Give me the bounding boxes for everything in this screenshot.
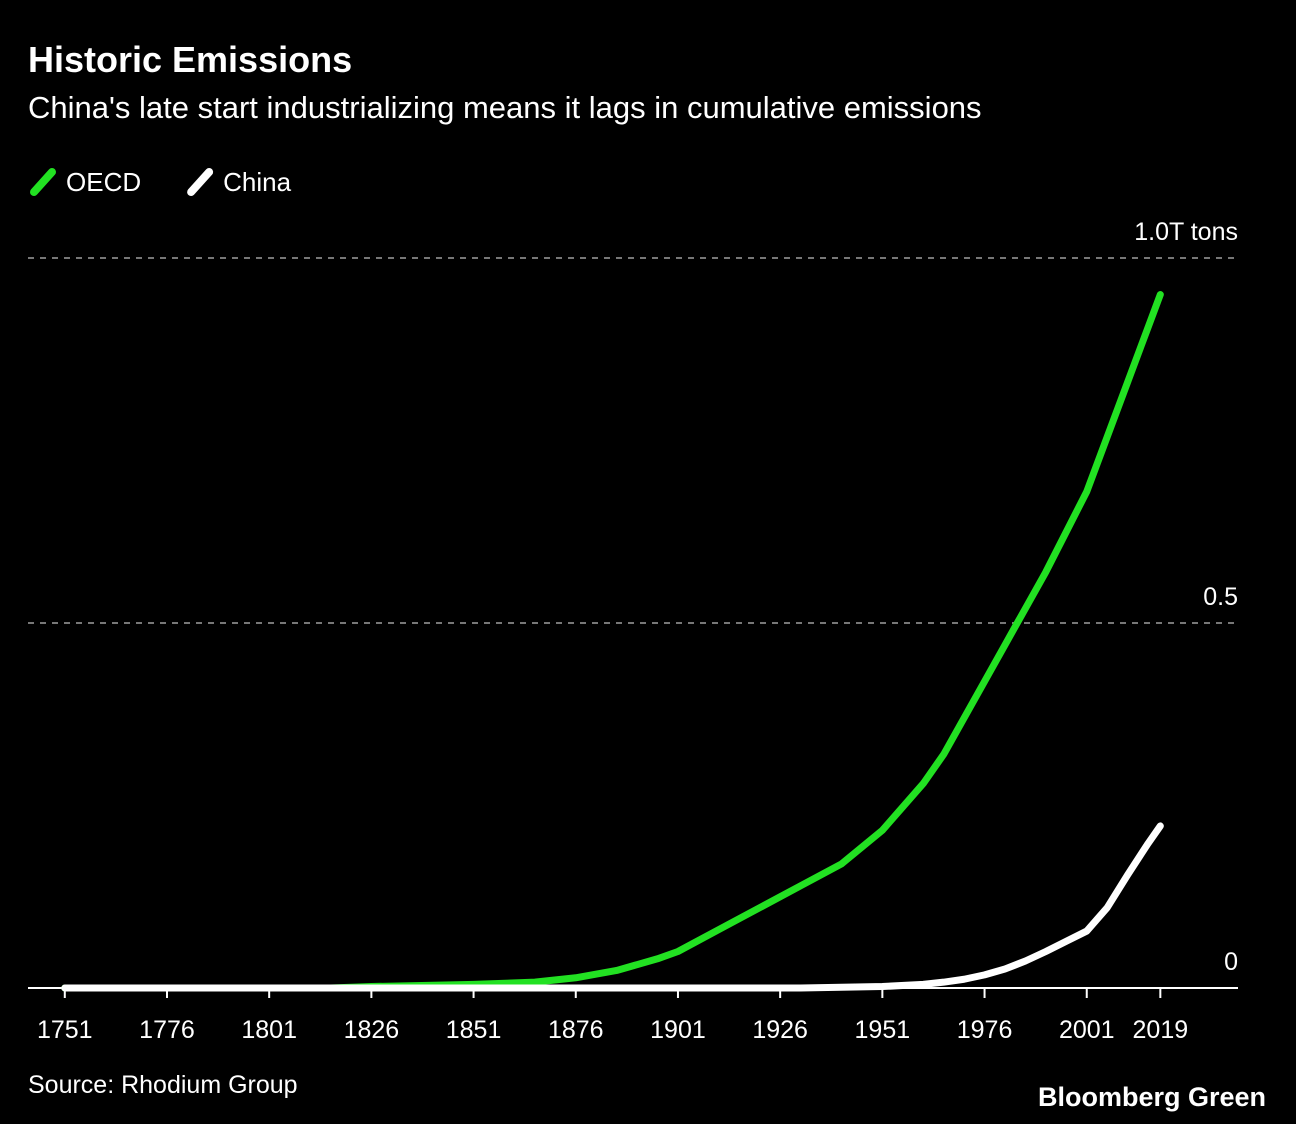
legend-swatch [30, 168, 56, 196]
y-tick-label: 0.5 [1203, 583, 1238, 611]
x-tick-label: 1776 [139, 1016, 195, 1044]
x-tick-label: 1951 [855, 1016, 911, 1044]
x-tick-label: 1826 [344, 1016, 400, 1044]
chart-subtitle: China's late start industrializing means… [28, 90, 982, 125]
legend-swatch [187, 168, 214, 196]
legend-label: China [223, 167, 291, 197]
series-line [61, 291, 1164, 992]
x-tick-label: 1976 [957, 1016, 1013, 1044]
x-tick-label: 2001 [1059, 1016, 1115, 1044]
series-line [61, 822, 1164, 992]
legend-label: OECD [66, 167, 141, 197]
x-tick-label: 1751 [37, 1016, 93, 1044]
y-tick-label: 1.0T tons [1134, 218, 1238, 246]
x-tick-label: 1801 [241, 1016, 297, 1044]
x-tick-label: 2019 [1133, 1016, 1189, 1044]
x-tick-label: 1926 [752, 1016, 808, 1044]
x-tick-label: 1851 [446, 1016, 502, 1044]
chart-title: Historic Emissions [28, 39, 352, 80]
y-tick-label: 0 [1224, 948, 1238, 976]
x-tick-label: 1901 [650, 1016, 706, 1044]
source: Source: Rhodium Group [28, 1071, 298, 1099]
brand: Bloomberg Green [1038, 1082, 1266, 1112]
x-tick-label: 1876 [548, 1016, 604, 1044]
